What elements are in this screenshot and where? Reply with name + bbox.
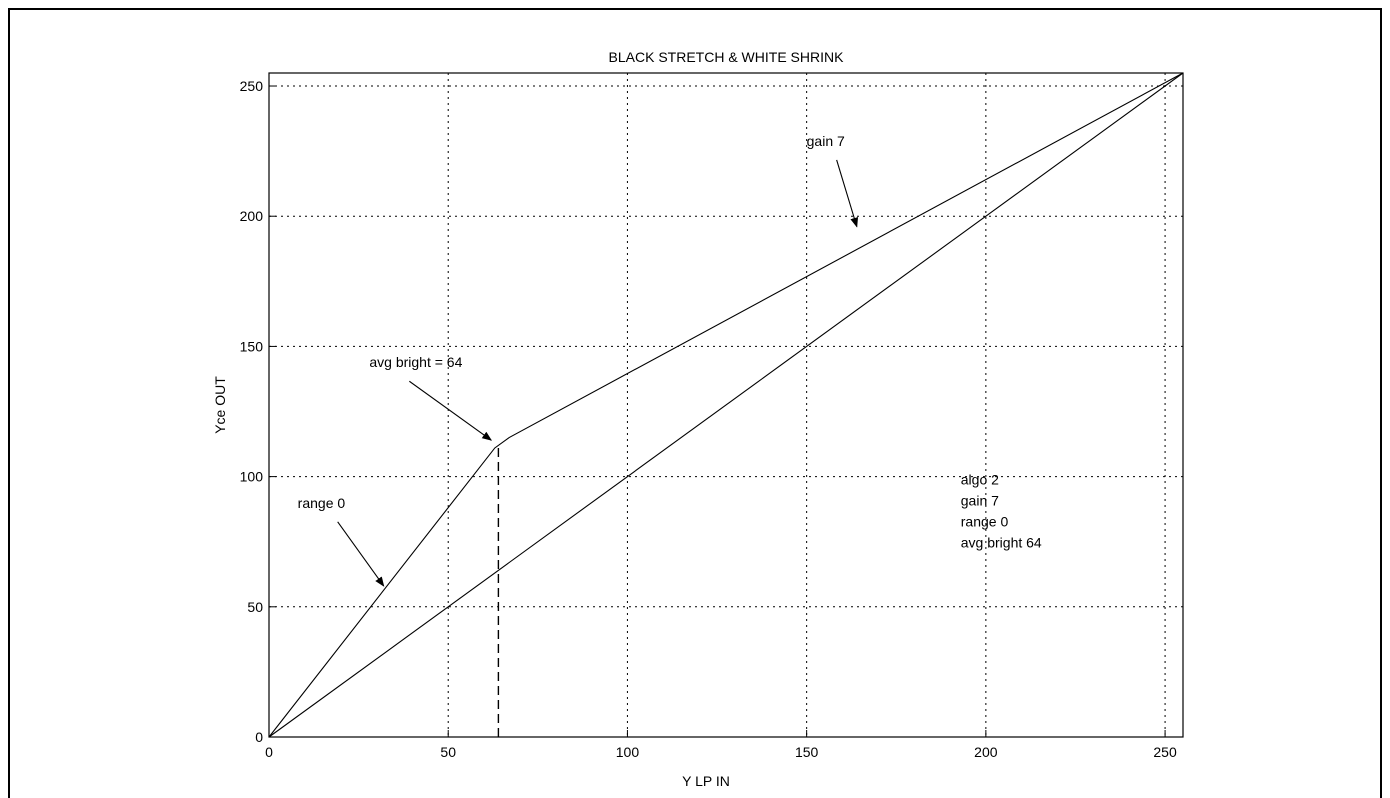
x-tick-label-0: 0 <box>265 744 273 760</box>
annotation-arrow-3 <box>836 159 859 228</box>
x-axis-label: Y LP IN <box>682 773 730 789</box>
info-line-avg-bright: avg bright 64 <box>961 534 1042 550</box>
y-tick-label-0: 0 <box>255 729 263 745</box>
y-tick-label-50: 50 <box>247 599 263 615</box>
chart-title: BLACK STRETCH & WHITE SHRINK <box>609 49 845 65</box>
series <box>268 72 1184 738</box>
info-box: algo 2 gain 7 range 0 avg bright 64 <box>961 471 1042 550</box>
axis-ticks: 0 50 100 150 200 250 0 50 100 150 200 250 <box>240 78 1177 760</box>
plot-area <box>268 72 1184 738</box>
series-line-1 <box>268 72 1184 738</box>
annotation-arrow-1 <box>337 521 385 587</box>
series-line-2 <box>268 72 1184 738</box>
y-axis-label: Yce OUT <box>212 376 228 434</box>
y-tick-label-150: 150 <box>240 338 264 354</box>
x-tick-label-150: 150 <box>795 744 819 760</box>
x-tick-label-250: 250 <box>1153 744 1177 760</box>
y-tick-label-100: 100 <box>240 469 264 485</box>
grid <box>269 73 1183 737</box>
x-tick-label-50: 50 <box>440 744 456 760</box>
annotation-arrow-2 <box>409 380 493 441</box>
info-line-range: range 0 <box>961 513 1009 529</box>
info-line-gain: gain 7 <box>961 492 999 508</box>
annotation-label-1: range 0 <box>298 495 346 511</box>
y-tick-label-200: 200 <box>240 208 264 224</box>
annotations: range 0 avg bright = 64 gain 7 <box>298 133 859 587</box>
y-tick-label-250: 250 <box>240 78 264 94</box>
info-line-algo: algo 2 <box>961 471 999 487</box>
annotation-label-3: gain 7 <box>807 133 845 149</box>
annotation-label-2: avg bright = 64 <box>369 354 462 370</box>
page-frame <box>8 8 1382 798</box>
x-tick-label-100: 100 <box>616 744 640 760</box>
x-tick-label-200: 200 <box>974 744 998 760</box>
